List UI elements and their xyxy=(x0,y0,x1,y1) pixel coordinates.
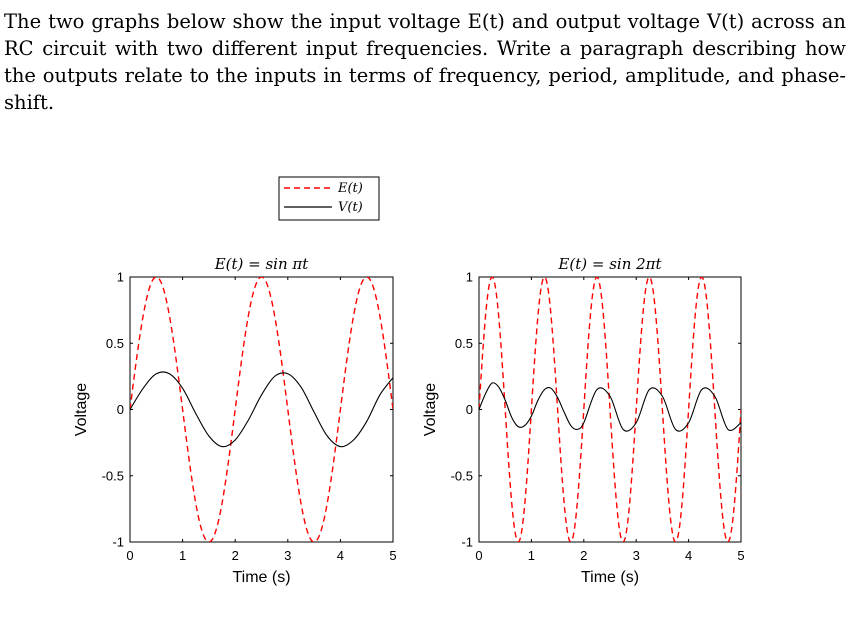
right-ytick-label: 0.5 xyxy=(455,336,473,351)
plot-left: 0 1 2 3 4 5 1 0.5 0 -0.5 -1 E(t) = sin πt Time (s) Vo… xyxy=(73,255,397,586)
left-xtick-label: 1 xyxy=(179,548,186,563)
right-x-axis-label: Time (s) xyxy=(581,569,639,586)
left-series-output-V xyxy=(130,371,393,448)
left-plot-title: E(t) = sin πt xyxy=(214,255,310,273)
right-series-input-E xyxy=(479,277,741,542)
right-ytick-label: -0.5 xyxy=(451,468,473,483)
left-xtick-label: 5 xyxy=(389,548,396,563)
right-ytick-label: 1 xyxy=(466,270,473,285)
left-ytick-label: 0 xyxy=(117,402,124,417)
legend: E(t) V(t) xyxy=(278,176,380,221)
legend-box xyxy=(278,176,380,221)
right-xtick-label: 2 xyxy=(580,548,587,563)
right-y-axis-label: Voltage xyxy=(422,383,439,436)
left-xtick-label: 0 xyxy=(126,548,133,563)
left-x-axis-label: Time (s) xyxy=(232,569,290,586)
left-ytick-label: -1 xyxy=(112,535,124,550)
right-xtick-label: 4 xyxy=(685,548,692,563)
question-prompt: The two graphs below show the input volt… xyxy=(4,10,846,114)
right-ytick-label: -1 xyxy=(461,535,473,550)
right-plot-title: E(t) = sin 2πt xyxy=(557,255,662,273)
right-xtick-label: 3 xyxy=(633,548,640,563)
left-ytick-label: -0.5 xyxy=(102,468,124,483)
left-axes-box xyxy=(129,276,394,543)
legend-label-output: V(t) xyxy=(338,200,363,215)
left-xtick-label: 4 xyxy=(337,548,344,563)
right-xtick-label: 0 xyxy=(475,548,482,563)
right-xtick-label: 5 xyxy=(737,548,744,563)
legend-label-input: E(t) xyxy=(337,181,363,196)
left-xtick-label: 3 xyxy=(284,548,291,563)
left-xtick-label: 2 xyxy=(232,548,239,563)
right-series-output-V xyxy=(479,382,741,432)
plot-right: 0 1 2 3 4 5 1 0.5 0 -0.5 -1 E(t) = sin 2πt Time (s) V… xyxy=(422,255,745,586)
right-xtick-label: 1 xyxy=(528,548,535,563)
left-ytick-label: 0.5 xyxy=(106,336,124,351)
left-series-input-E xyxy=(130,277,393,542)
right-ytick-label: 0 xyxy=(466,402,473,417)
left-ytick-label: 1 xyxy=(117,270,124,285)
left-y-axis-label: Voltage xyxy=(73,383,90,436)
right-axes-box xyxy=(478,276,742,543)
